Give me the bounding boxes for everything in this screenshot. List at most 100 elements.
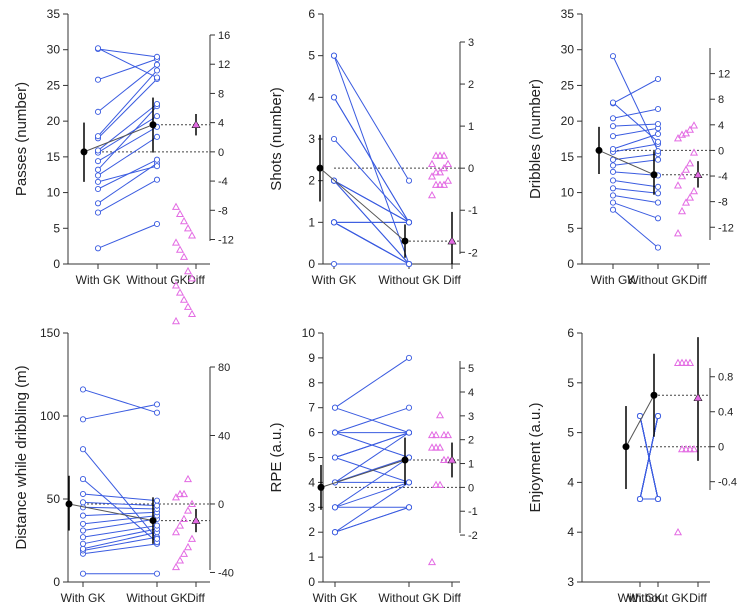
diff-point [435, 410, 445, 419]
pair-point-with-gk [79, 446, 87, 453]
pair-line [612, 153, 659, 161]
pair-line [97, 179, 158, 214]
pair-point-with-gk [609, 145, 617, 153]
pair-line [97, 70, 158, 137]
diff-axis-tick-label: 5 [468, 363, 474, 375]
diff-point [175, 209, 185, 218]
pair-line [334, 407, 410, 434]
diff-point [183, 474, 193, 483]
pair-point-with-gk [609, 53, 617, 60]
pair-point-without-gk [153, 409, 161, 416]
pair-line [612, 133, 659, 150]
diff-point [439, 455, 449, 464]
pair-point-without-gk [153, 53, 161, 60]
pair-line [639, 415, 659, 500]
pair-point-with-gk [636, 495, 644, 503]
pair-line [82, 493, 158, 502]
diff-point [689, 186, 699, 195]
y-axis-title: RPE (a.u.) [268, 422, 285, 492]
diff-point [171, 202, 181, 210]
y-tick-label: 1 [308, 550, 315, 564]
pair-point-without-gk [405, 219, 413, 226]
pair-line [82, 478, 158, 543]
diff-axis-tick-label: 2 [468, 79, 474, 91]
mean-connector [83, 124, 154, 153]
pair-point-with-gk [79, 499, 87, 506]
y-tick-label: 25 [47, 78, 61, 92]
x-tick-label: Diff [689, 273, 707, 287]
diff-point [443, 430, 453, 439]
diff-point [439, 151, 449, 159]
pair-point-with-gk [609, 168, 617, 175]
diff-axis-tick-label: 0 [218, 147, 224, 159]
diff-point [431, 443, 441, 451]
diff-point [179, 216, 189, 225]
pair-point-without-gk [153, 113, 161, 120]
diff-point [443, 176, 453, 184]
pair-point-with-gk [331, 429, 339, 436]
pair-line [334, 506, 410, 533]
pair-point-without-gk [153, 67, 161, 74]
diff-axis-tick-label: 16 [218, 30, 230, 42]
pair-line [612, 171, 659, 176]
pair-point-without-gk [153, 74, 161, 81]
x-tick-label: With GK [76, 273, 121, 287]
diff-axis-tick-label: 40 [218, 430, 230, 442]
diff-axis-tick-label: 4 [718, 120, 724, 132]
diff-point [689, 444, 699, 453]
pair-point-without-gk [654, 105, 662, 113]
pair-point-without-gk [405, 404, 413, 411]
pair-point-with-gk [79, 545, 87, 552]
y-tick-label: 0 [308, 257, 315, 271]
y-tick-label: 5 [567, 426, 574, 440]
diff-mean-point [191, 515, 201, 524]
pair-point-with-gk [94, 172, 102, 179]
mean-point [650, 391, 658, 399]
diff-point [431, 430, 441, 439]
diff-axis-tick-label: -1 [468, 205, 478, 217]
diff-point [673, 181, 683, 189]
diff-point [179, 514, 189, 522]
pair-point-with-gk [94, 209, 102, 216]
diff-axis-tick-label: 3 [468, 411, 474, 423]
diff-point [439, 430, 449, 439]
y-tick-label: 3 [308, 500, 315, 514]
y-tick-label: 0 [308, 575, 315, 589]
x-tick-label: Diff [443, 273, 461, 287]
diff-axis-tick-label: 0 [468, 163, 474, 175]
y-tick-label: 30 [561, 43, 575, 57]
y-tick-label: 6 [308, 426, 315, 440]
pair-line [82, 515, 158, 525]
mean-point [650, 171, 658, 179]
mean-point [80, 148, 88, 156]
y-tick-label: 20 [47, 114, 61, 128]
pair-line [82, 403, 158, 420]
pair-point-with-gk [331, 454, 339, 461]
diff-mean-point [447, 236, 457, 245]
x-tick-label: Diff [187, 591, 205, 605]
diff-axis-tick-label: 8 [218, 88, 224, 100]
y-tick-label: 5 [308, 451, 315, 465]
pair-line [333, 55, 410, 265]
mean-connector [320, 459, 406, 488]
diff-point [175, 245, 185, 253]
pair-point-with-gk [79, 490, 87, 498]
pair-point-with-gk [609, 123, 617, 130]
diff-point [431, 151, 441, 159]
y-tick-label: 5 [53, 221, 60, 235]
y-tick-label: 6 [567, 326, 574, 340]
y-tick-label: 4 [567, 525, 574, 539]
y-tick-label: 5 [308, 49, 315, 63]
pair-point-with-gk [330, 219, 338, 226]
diff-point [431, 180, 441, 188]
diff-point [685, 358, 695, 366]
pair-point-with-gk [79, 386, 87, 393]
diff-axis-tick-label: -40 [218, 567, 234, 579]
pair-point-without-gk [153, 133, 161, 140]
pair-point-without-gk [405, 429, 413, 436]
pair-point-with-gk [331, 529, 339, 536]
x-tick-label: Diff [443, 591, 461, 605]
diff-point [677, 358, 687, 366]
diff-axis-tick-label: 0.4 [718, 407, 733, 419]
